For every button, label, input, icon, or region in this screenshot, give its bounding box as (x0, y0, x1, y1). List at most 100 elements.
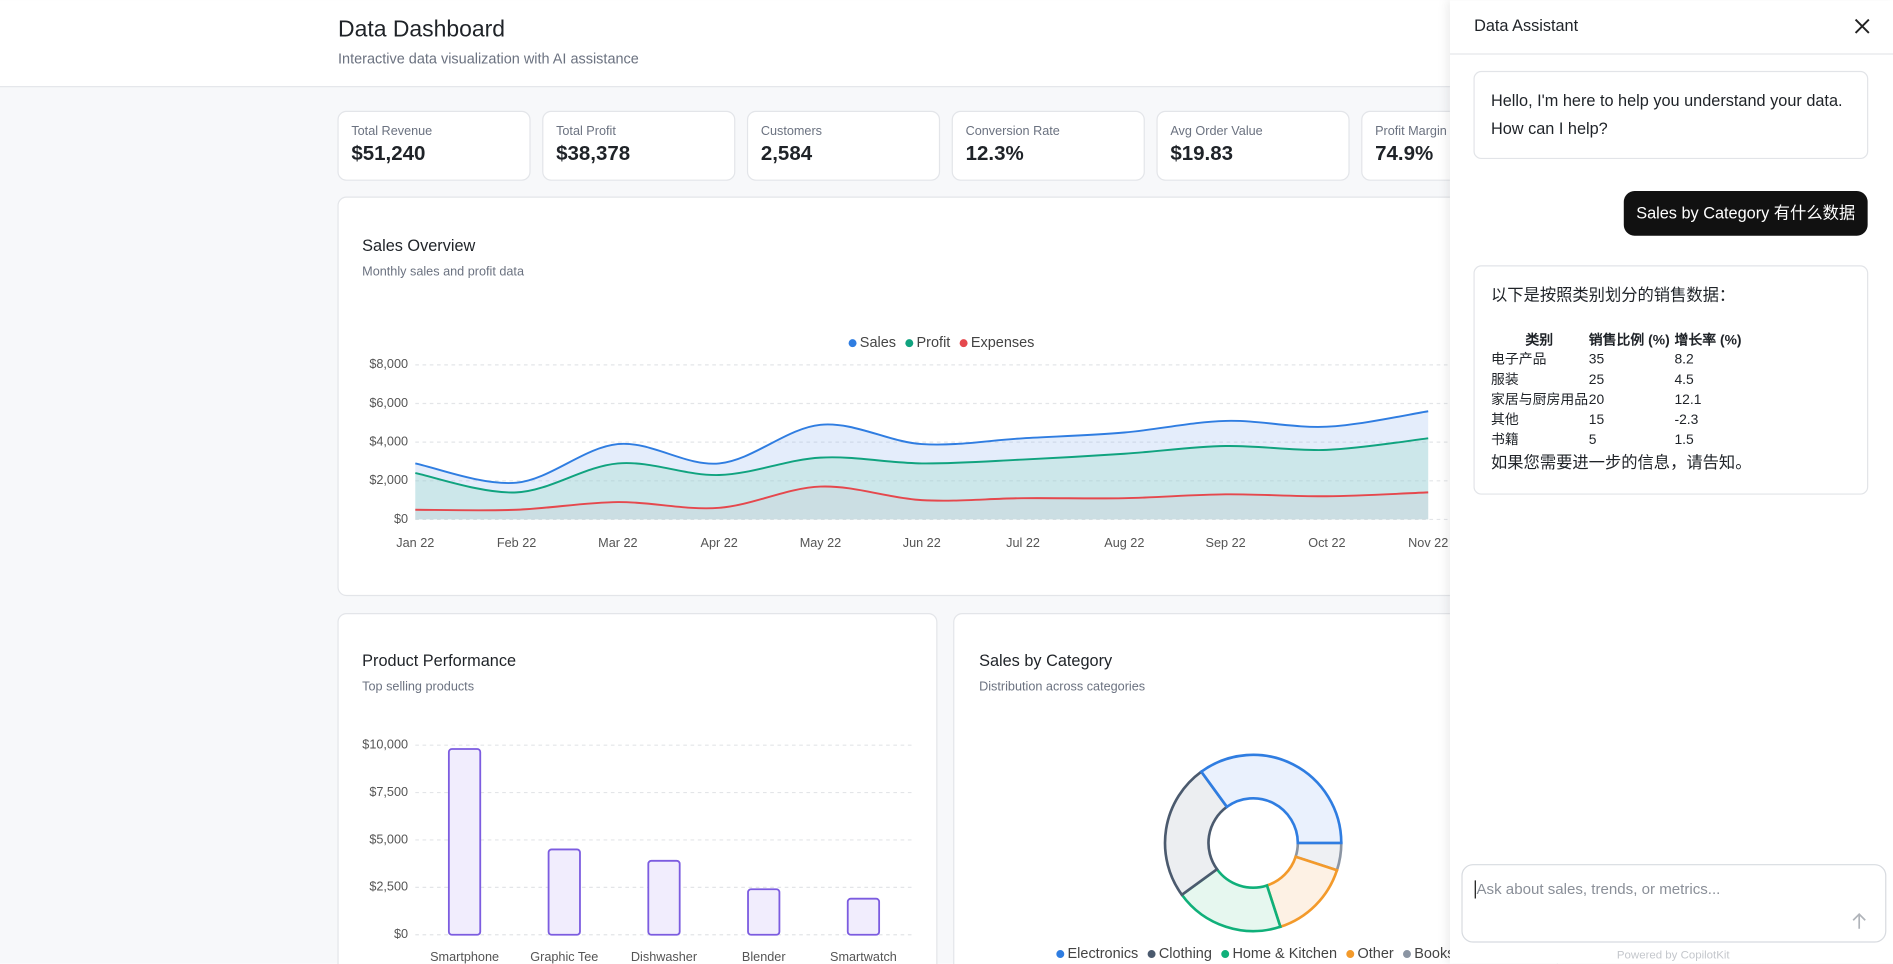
legend-swatch (1346, 950, 1355, 959)
chart-subtitle: Distribution across categories (979, 680, 1145, 694)
table-header: 类别 (1525, 331, 1553, 347)
table-cell: 8.2 (1674, 351, 1694, 367)
line (415, 485, 1429, 512)
chat-input[interactable] (1461, 864, 1887, 943)
legend-label: Sales (860, 335, 896, 351)
x-tick-label: Graphic Tee (530, 950, 598, 964)
legend-swatch (905, 339, 914, 348)
legend-label: Profit (917, 335, 951, 351)
legend-swatch (1221, 950, 1230, 959)
y-tick-label: $6,000 (369, 396, 408, 410)
line (415, 437, 1429, 494)
area (415, 438, 1429, 520)
table-cell: 书籍 (1491, 431, 1519, 447)
card (337, 612, 938, 964)
x-tick-label: Jun 22 (903, 536, 941, 550)
table-cell: -2.3 (1674, 411, 1698, 427)
x-tick-label: Jan 22 (396, 536, 434, 550)
card (337, 110, 531, 181)
x-tick-label: Nov 22 (1408, 536, 1448, 550)
input-placeholder: Ask about sales, trends, or metrics... (1476, 881, 1720, 898)
kpi-label: Avg Order Value (1170, 124, 1262, 138)
legend-swatch (848, 339, 857, 348)
x-tick-label: Mar 22 (598, 536, 637, 550)
message-outro: 如果您需要进一步的信息，请告知。 (1491, 454, 1752, 472)
chart-title: Sales by Category (979, 652, 1113, 670)
x-tick-label: Sep 22 (1206, 536, 1246, 550)
x-tick-label: May 22 (800, 536, 842, 550)
chart-title: Sales Overview (362, 237, 475, 255)
card (542, 110, 736, 181)
kpi-label: Profit Margin (1375, 124, 1447, 138)
y-tick-label: $2,000 (369, 473, 408, 487)
legend-label: Home & Kitchen (1232, 946, 1337, 962)
card (951, 110, 1145, 181)
table-header: 销售比例 (%) (1589, 331, 1670, 347)
legend-swatch (1147, 950, 1156, 959)
card (1156, 110, 1350, 181)
table-cell: 25 (1589, 371, 1605, 387)
table-cell: 家居与厨房用品 (1491, 391, 1588, 407)
send-button[interactable] (1852, 913, 1866, 929)
message-table: 类别 销售比例 (%) 增长率 (%) 电子产品 35 8.2 服装 25 4.5 家居与厨房用品… (1491, 331, 1742, 446)
page-title: Data Dashboard (338, 16, 505, 42)
user-bubble (1623, 191, 1868, 236)
message-line: How can I help? (1491, 120, 1608, 138)
table-cell: 20 (1589, 391, 1605, 407)
legend-label: Books (1414, 946, 1454, 962)
assistant-panel: Data Assistant Hello, I'm here to help y… (1449, 0, 1893, 964)
y-tick-label: $0 (394, 512, 408, 526)
kpi-label: Customers (761, 124, 822, 138)
x-tick-label: Dishwasher (631, 950, 697, 964)
kpi-label: Conversion Rate (966, 124, 1060, 138)
bar (747, 888, 781, 936)
legend-swatch (959, 339, 968, 348)
y-tick-label: $8,000 (369, 357, 408, 371)
table-cell: 35 (1589, 351, 1605, 367)
kpi-value: $38,378 (556, 142, 630, 165)
page-subtitle: Interactive data visualization with AI a… (338, 51, 639, 67)
legend-label: Electronics (1068, 946, 1139, 962)
panel-title: Data Assistant (1474, 17, 1579, 35)
legend-label: Other (1358, 946, 1394, 962)
user-message: Sales by Category 有什么数据 (1636, 204, 1855, 222)
chart-subtitle: Top selling products (362, 680, 474, 694)
bar (846, 897, 881, 936)
legend-label: Clothing (1159, 946, 1212, 962)
table-cell: 5 (1589, 431, 1597, 447)
x-tick-label: Aug 22 (1104, 536, 1144, 550)
table-header: 增长率 (%) (1674, 331, 1741, 347)
x-tick-label: Smartwatch (830, 950, 897, 964)
x-tick-label: Jul 22 (1006, 536, 1040, 550)
table-cell: 服装 (1491, 371, 1519, 387)
chart-subtitle: Monthly sales and profit data (362, 264, 525, 278)
kpi-value: $19.83 (1170, 142, 1233, 165)
x-tick-label: Blender (742, 950, 786, 964)
kpi-value: 2,584 (761, 142, 813, 165)
x-tick-label: Smartphone (430, 950, 499, 964)
message-bubble (1473, 265, 1869, 495)
pie-slice (1199, 753, 1343, 845)
y-tick-label: $5,000 (369, 832, 408, 846)
y-tick-label: $0 (394, 927, 408, 941)
x-tick-label: Apr 22 (701, 536, 738, 550)
legend: Sales Profit Expenses (848, 335, 1034, 351)
message-line: Hello, I'm here to help you understand y… (1491, 92, 1843, 110)
kpi-value: 74.9% (1375, 142, 1433, 165)
close-button[interactable] (1854, 18, 1870, 34)
message-bubble (1473, 70, 1869, 160)
bar (647, 859, 681, 936)
bar (547, 848, 581, 936)
x-tick-label: Oct 22 (1308, 536, 1345, 550)
legend: Electronics Clothing Home & Kitchen Other Bo… (1056, 946, 1454, 962)
chart-title: Product Performance (362, 652, 516, 670)
table-cell: 其他 (1491, 411, 1519, 427)
kpi-value: 12.3% (966, 142, 1024, 165)
area (415, 486, 1429, 520)
y-tick-label: $10,000 (362, 738, 408, 752)
y-tick-label: $2,500 (369, 880, 408, 894)
y-tick-label: $4,000 (369, 435, 408, 449)
kpi-value: $51,240 (351, 142, 425, 165)
area (415, 411, 1429, 520)
